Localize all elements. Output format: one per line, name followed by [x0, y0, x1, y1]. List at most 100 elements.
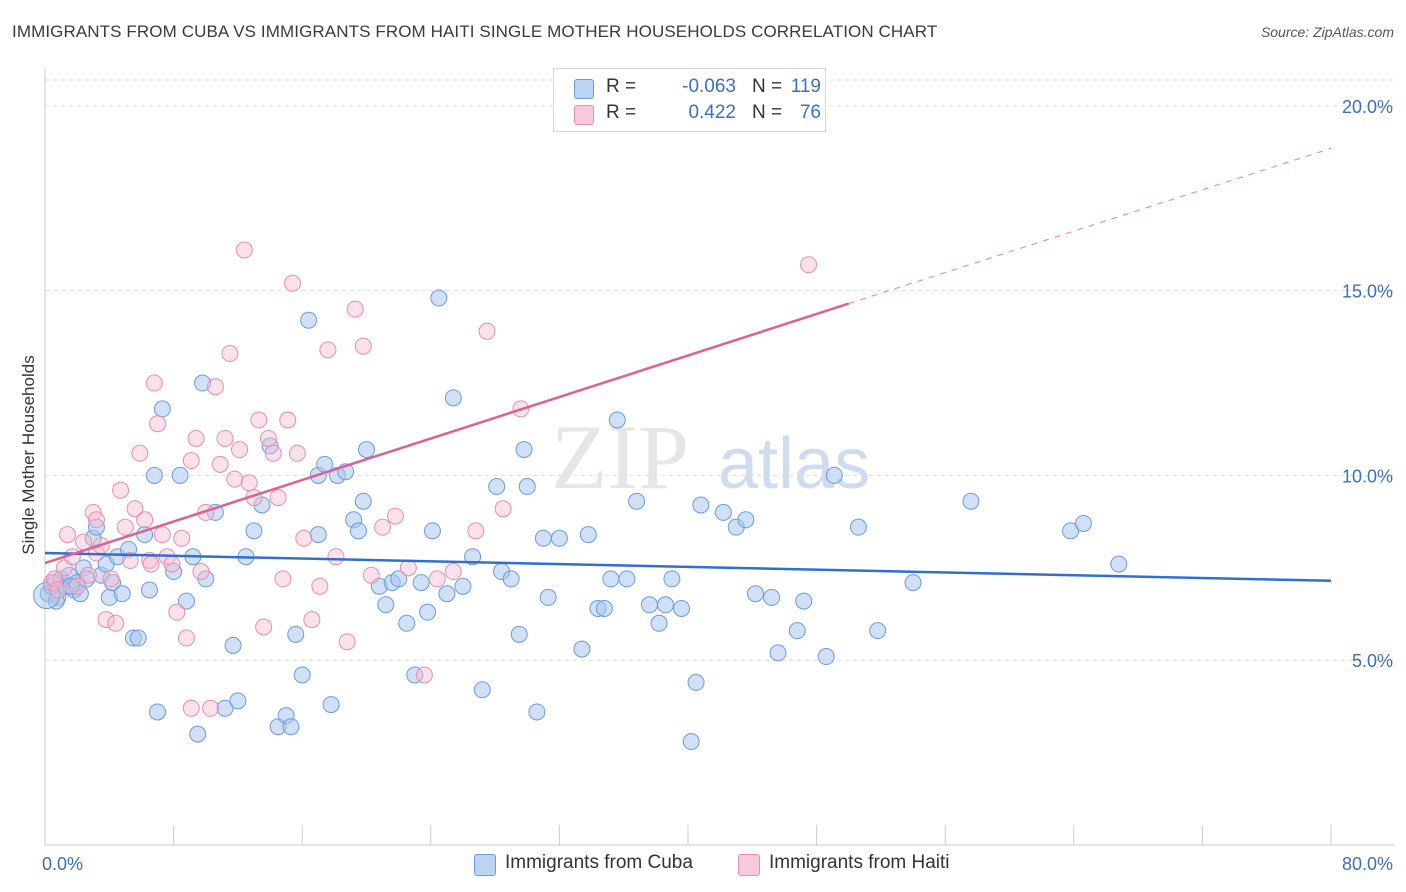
- cuba-point: [763, 588, 781, 606]
- cuba-point: [515, 441, 533, 459]
- cuba-point: [354, 492, 372, 510]
- cuba-point: [194, 374, 212, 392]
- legend-item-haiti[interactable]: Immigrants from Haiti: [738, 852, 978, 876]
- cuba-point: [444, 389, 462, 407]
- y-tick-label: 20.0%: [1342, 97, 1393, 117]
- y-tick-label: 5.0%: [1352, 651, 1393, 671]
- haiti-point: [68, 577, 86, 595]
- cuba-point: [171, 466, 189, 484]
- axes: [44, 68, 1395, 846]
- cuba-point: [663, 570, 681, 588]
- trend-lines: [44, 147, 1332, 583]
- n-label: N =: [752, 102, 783, 123]
- haiti-point: [274, 570, 292, 588]
- haiti-point: [374, 518, 392, 536]
- cuba-point: [650, 614, 668, 632]
- haiti-point: [303, 611, 321, 629]
- cuba-point: [189, 725, 207, 743]
- haiti-point: [226, 470, 244, 488]
- haiti-point: [107, 614, 125, 632]
- haiti-point: [216, 429, 234, 447]
- cuba-point: [579, 526, 597, 544]
- haiti-point: [259, 429, 277, 447]
- cuba-point: [692, 496, 710, 514]
- haiti-point: [231, 441, 249, 459]
- cuba-point: [412, 574, 430, 592]
- haiti-point: [284, 274, 302, 292]
- cuba-point: [145, 466, 163, 484]
- cuba-point: [904, 574, 922, 592]
- cuba-point: [869, 622, 887, 640]
- r-value: -0.063: [682, 76, 736, 97]
- cuba-point: [618, 570, 636, 588]
- haiti-point: [142, 555, 160, 573]
- cuba-point: [149, 703, 167, 721]
- cuba-points: [33, 289, 1128, 751]
- haiti-point: [494, 500, 512, 518]
- cuba-point: [322, 696, 340, 714]
- cuba-point: [287, 625, 305, 643]
- haiti-point: [87, 511, 105, 529]
- haiti-point: [235, 241, 253, 259]
- haiti-point: [126, 500, 144, 518]
- cuba-point: [309, 526, 327, 544]
- haiti-point: [59, 526, 77, 544]
- cuba-point: [1074, 514, 1092, 532]
- cuba-point: [628, 492, 646, 510]
- haiti-point: [182, 699, 200, 717]
- haiti-point: [145, 374, 163, 392]
- cuba-legend-swatch: [474, 854, 496, 876]
- x-tick-label: 80.0%: [1342, 854, 1393, 874]
- cuba-point: [528, 703, 546, 721]
- gridlines: [45, 79, 1395, 661]
- cuba-point: [595, 599, 613, 617]
- y-tick-label: 10.0%: [1342, 466, 1393, 486]
- legend-item-cuba[interactable]: Immigrants from Cuba: [474, 852, 724, 876]
- haiti-legend-label: Immigrants from Haiti: [769, 852, 950, 873]
- haiti-point: [206, 378, 224, 396]
- cuba-point: [349, 522, 367, 540]
- cuba-legend-label: Immigrants from Cuba: [505, 852, 693, 873]
- haiti-point: [279, 411, 297, 429]
- haiti-point: [362, 566, 380, 584]
- haiti-point: [386, 507, 404, 525]
- cuba-point: [502, 570, 520, 588]
- cuba-point: [602, 570, 620, 588]
- cuba-point: [245, 522, 263, 540]
- tick-labels: 5.0% 10.0% 15.0% 20.0% 0.0% 80.0%: [42, 97, 1393, 874]
- cuba-point: [430, 289, 448, 307]
- haiti-point: [478, 322, 496, 340]
- cuba-point: [550, 529, 568, 547]
- haiti-point: [221, 344, 239, 362]
- cuba-point: [473, 681, 491, 699]
- haiti-point: [202, 699, 220, 717]
- haiti-point: [149, 415, 167, 433]
- watermark-atlas: atlas: [718, 424, 870, 504]
- cuba-point: [406, 666, 424, 684]
- cuba-point: [129, 629, 147, 647]
- haiti-point: [46, 570, 64, 588]
- haiti-point: [173, 529, 191, 547]
- cuba-point: [682, 733, 700, 751]
- cuba-point: [454, 577, 472, 595]
- cuba-point: [608, 411, 626, 429]
- cuba-point: [464, 548, 482, 566]
- haiti-point: [428, 570, 446, 588]
- cuba-point: [769, 644, 787, 662]
- haiti-point: [354, 337, 372, 355]
- cuba-point: [737, 511, 755, 529]
- cuba-point-cluster: [33, 582, 61, 610]
- cuba-point: [216, 699, 234, 717]
- haiti-point: [121, 551, 139, 569]
- cuba-point: [673, 599, 691, 617]
- cuba-point: [788, 622, 806, 640]
- cuba-point: [817, 648, 835, 666]
- y-axis-label: Single Mother Households: [19, 355, 38, 554]
- haiti-point: [250, 411, 268, 429]
- r-value: 0.422: [688, 102, 736, 123]
- cuba-point: [825, 466, 843, 484]
- haiti-point: [153, 526, 171, 544]
- haiti-point: [269, 489, 287, 507]
- source-label: Source: ZipAtlas.com: [1260, 24, 1394, 40]
- cuba-point: [140, 581, 158, 599]
